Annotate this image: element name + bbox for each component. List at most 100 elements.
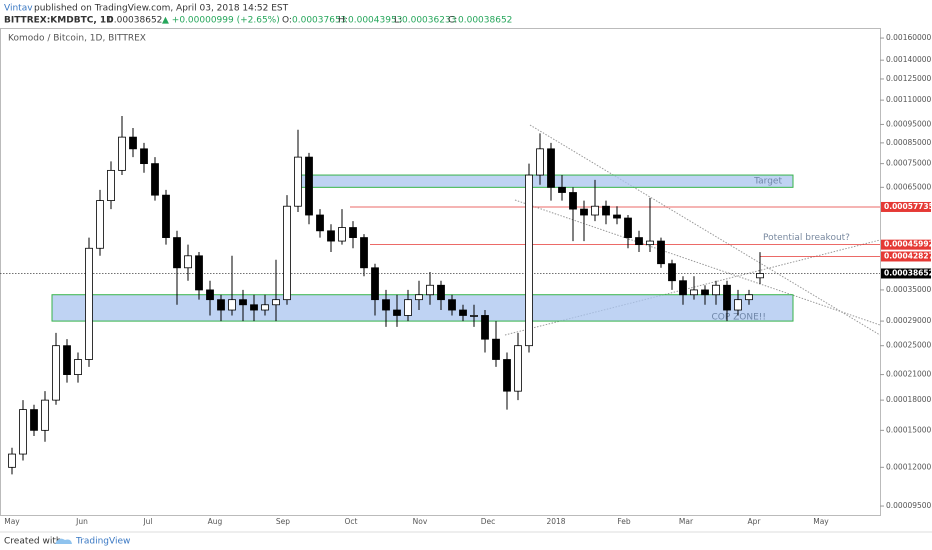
y-tick-label: 0.00095000 <box>886 119 932 128</box>
candle-body <box>349 227 357 238</box>
candle-body <box>536 148 544 176</box>
candle-body <box>41 399 49 431</box>
candle-body <box>217 299 225 311</box>
ohlc-item: H: <box>338 16 348 26</box>
ohlc-item: 0.00038652 <box>458 16 512 26</box>
candle-body <box>305 156 313 216</box>
candle-body <box>74 359 82 375</box>
ohlc-item: 0.00036233 <box>402 16 456 26</box>
candle-body <box>459 309 467 316</box>
candle-body <box>591 205 599 216</box>
candle-body <box>250 304 258 311</box>
candle-body <box>448 299 456 311</box>
trend-line <box>529 124 881 336</box>
axes: 0.00160000 0.00140000 0.00125000 0.00110000… <box>4 33 932 526</box>
y-tick-label: 0.00065000 <box>886 182 932 191</box>
ohlc-item: 0.00043953 <box>348 16 402 26</box>
candle-body <box>580 208 588 216</box>
x-tick-label: Mar <box>679 517 694 526</box>
candle-body <box>8 453 16 468</box>
ohlc-item: 0.00037653 <box>292 16 346 26</box>
candle-body <box>668 263 676 282</box>
price-label: 0.00042827 <box>884 251 932 260</box>
candle-body <box>107 169 115 201</box>
candle-body <box>151 163 159 196</box>
x-tick-label: 2018 <box>546 517 565 526</box>
candle-body <box>624 217 632 238</box>
candle-body <box>239 299 247 306</box>
y-tick-label: 0.00140000 <box>886 55 932 64</box>
candle-body <box>371 267 379 301</box>
candle-body <box>712 284 720 296</box>
candle-body <box>503 359 511 392</box>
candle-body <box>481 315 489 340</box>
plot: Target COP ZONE!! Potential breakout? <box>0 115 880 475</box>
x-tick-label: Apr <box>748 517 762 526</box>
price-label: 0.00057735 <box>884 202 932 211</box>
y-tick-label: 0.00029000 <box>886 316 932 325</box>
plot-frame <box>0 28 881 516</box>
y-tick-label: 0.00110000 <box>886 95 932 104</box>
candle-body <box>602 205 610 216</box>
y-tick-label: 0.00125000 <box>886 74 932 83</box>
candle-body <box>470 315 478 317</box>
candle-body <box>85 247 93 360</box>
published: published on TradingView.com, April 03, … <box>34 4 289 14</box>
annotation: Potential breakout? <box>763 233 850 243</box>
y-tick-label: 0.00160000 <box>886 33 932 42</box>
y-tick-label: 0.00018000 <box>886 395 932 404</box>
candle-body <box>657 240 665 265</box>
candle-body <box>96 200 104 249</box>
candle-body <box>745 294 753 301</box>
price-label: 0.00038652 <box>884 268 932 277</box>
x-tick-label: Oct <box>345 517 358 526</box>
y-tick-label: 0.00025000 <box>886 341 932 350</box>
candle-body <box>360 237 368 269</box>
candle-body <box>162 194 170 238</box>
zone <box>294 174 794 188</box>
ohlc-item: O: <box>282 16 292 26</box>
candle-body <box>415 294 423 301</box>
candle-body <box>19 409 27 455</box>
candle-body <box>140 148 148 165</box>
y-tick-label: 0.00075000 <box>886 159 932 168</box>
candle-body <box>723 284 731 311</box>
x-tick-label: Nov <box>413 517 428 526</box>
zone-label: Target <box>753 177 782 187</box>
y-tick-label: 0.00009500 <box>886 501 932 510</box>
x-tick-label: Sep <box>276 517 290 526</box>
candle-body <box>646 240 654 246</box>
zone-label: COP ZONE!! <box>711 313 766 323</box>
logo <box>55 538 72 544</box>
candle-body <box>393 309 401 316</box>
candle-body <box>206 289 214 301</box>
x-tick-label: Aug <box>208 517 223 526</box>
candle-body <box>173 237 181 269</box>
candle-body <box>756 273 764 279</box>
candle-body <box>426 284 434 296</box>
candle-body <box>734 299 742 311</box>
x-tick-label: May <box>813 517 829 526</box>
price-label: 0.00045992 <box>884 240 932 249</box>
candle-body <box>437 284 445 301</box>
price-label-box <box>881 201 931 212</box>
candle-body <box>63 345 71 375</box>
symbol: BITTREX:KMDBTC, 1D <box>4 16 114 26</box>
y-tick-label: 0.00021000 <box>886 370 932 379</box>
y-tick-label: 0.00035000 <box>886 285 932 294</box>
price-label-box <box>881 251 931 262</box>
candle-body <box>690 289 698 296</box>
trend-line <box>514 199 881 326</box>
ohlc-item: L: <box>394 16 402 26</box>
x-tick-label: Jul <box>142 517 152 526</box>
x-tick-label: May <box>4 517 20 526</box>
candle-body <box>118 136 126 171</box>
candle-body <box>701 289 709 296</box>
y-tick-label: 0.00012000 <box>886 462 932 471</box>
last-price: 0.00038652 <box>108 16 162 26</box>
change: ▲ +0.00000999 (+2.65%) <box>162 16 280 26</box>
price-label-box <box>881 268 931 279</box>
author[interactable]: Vintav <box>4 4 33 14</box>
